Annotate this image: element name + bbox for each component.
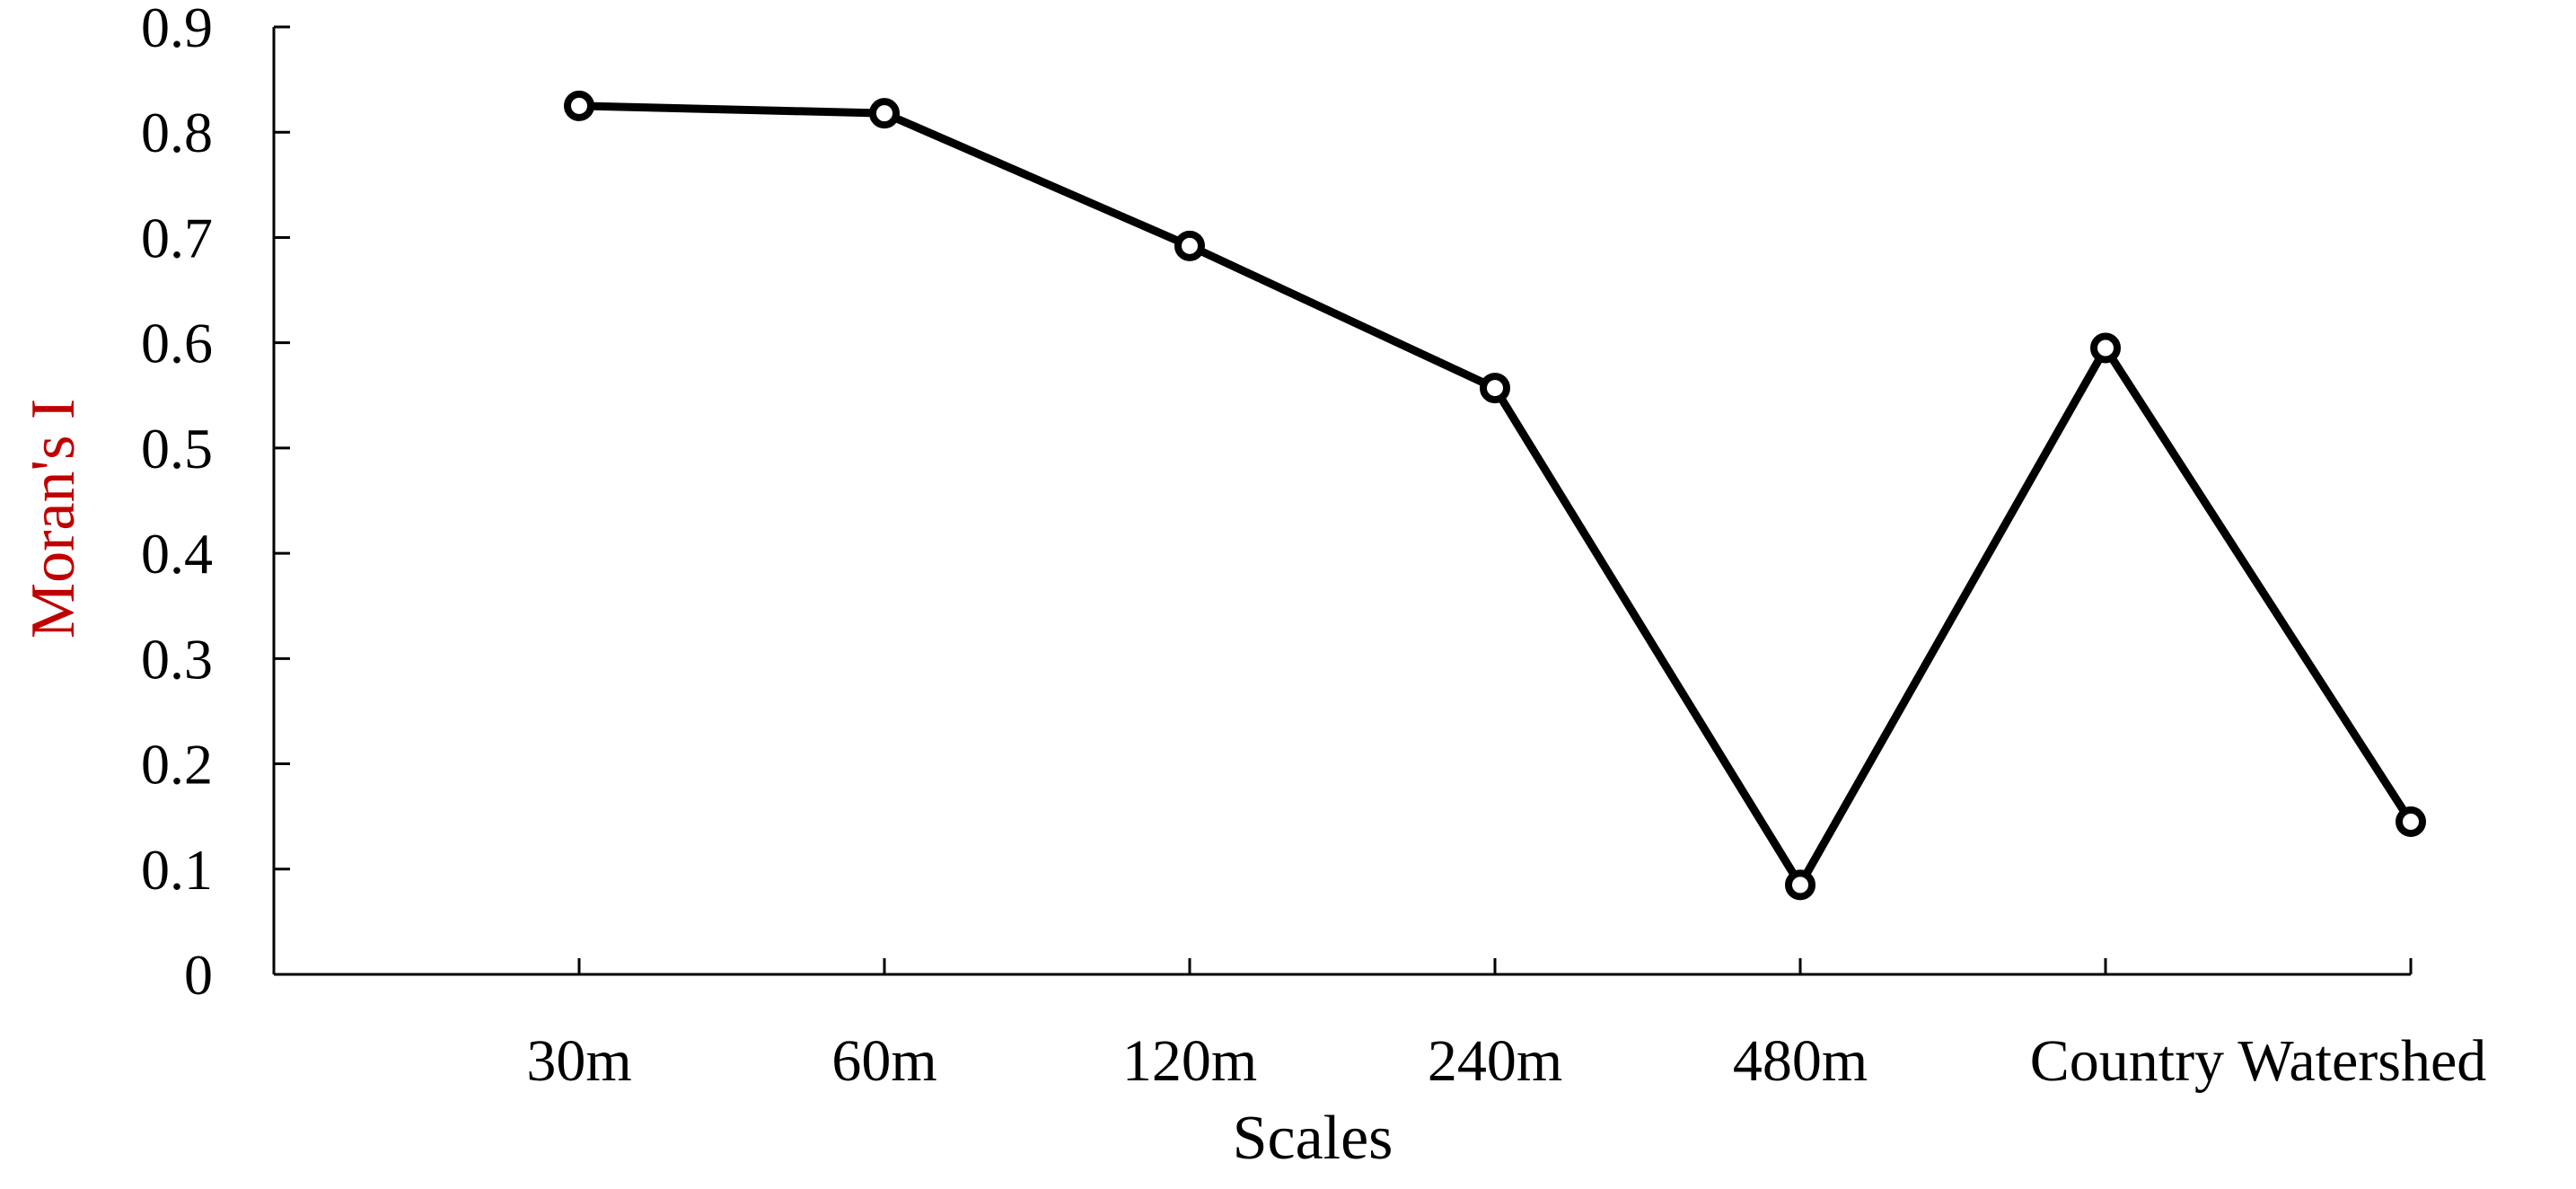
x-tick-label: 480m [1733,1028,1868,1094]
data-point-480m [1785,869,1816,901]
y-tick-label: 0.8 [141,101,213,164]
data-point-120m [1174,230,1205,261]
y-axis-title: Moran's I [19,399,88,639]
data-point-60m [869,98,900,129]
x-tick-label: 120m [1122,1028,1257,1094]
y-tick-label: 0.3 [141,627,213,691]
y-tick-label: 0.2 [141,733,213,797]
series [564,90,2426,901]
x-tick-label: 30m [526,1028,631,1094]
data-point-watershed [2396,806,2426,838]
x-axis-title: Scales [1233,1104,1394,1173]
y-tick-label: 0.7 [141,206,213,269]
y-tick-label: 0.5 [141,417,213,480]
x-tick-label: 240m [1428,1028,1562,1094]
data-point-country [2090,332,2121,364]
y-tick-label: 0.1 [141,838,213,902]
y-tick-label: 0 [184,943,213,1007]
y-tick-label: 0.6 [141,312,213,375]
series-line [578,101,2414,889]
axes [272,27,2411,976]
y-ticks: 0 0.1 0.2 0.3 0.4 0.5 0.6 0.7 0.8 0.9 [141,0,290,1007]
x-tick-label: Country Watershed [2030,1028,2487,1094]
x-ticks: 30m 60m 120m 240m 480m Country Watershed [526,958,2486,1094]
data-point-240m [1480,373,1510,404]
y-tick-label: 0.9 [141,0,213,59]
x-tick-label: 60m [831,1028,936,1094]
y-tick-label: 0.4 [141,522,213,586]
data-point-30m [564,90,594,121]
